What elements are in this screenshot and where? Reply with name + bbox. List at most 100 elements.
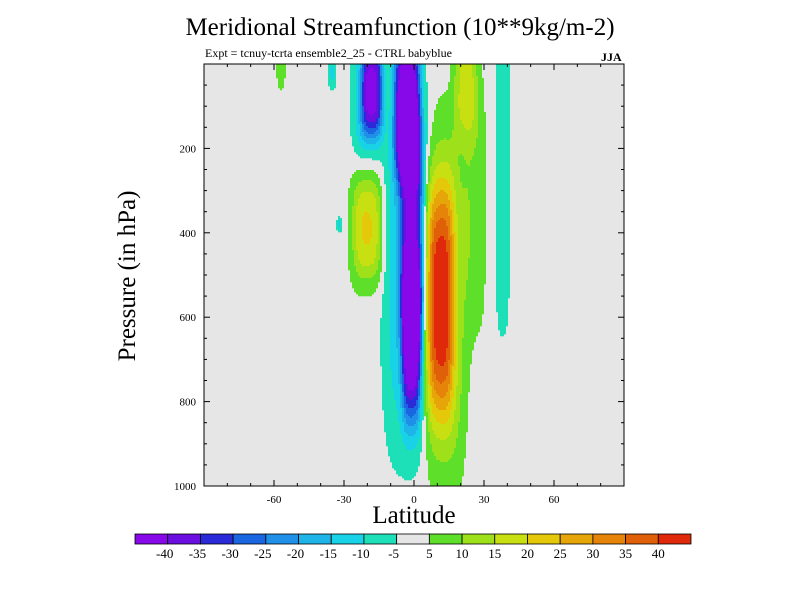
contour-cell [390,190,394,193]
contour-cell [422,262,424,265]
contour-cell [452,382,454,385]
contour-cell [426,226,428,229]
contour-cell [392,172,394,175]
contour-cell [418,384,420,387]
contour-cell [442,94,454,97]
contour-cell [362,146,380,149]
contour-cell [390,360,398,363]
contour-cell [456,286,458,289]
contour-cell [448,252,450,255]
contour-cell [406,420,416,423]
contour-cell [420,420,422,423]
contour-cell [432,222,436,225]
contour-cell [448,418,454,421]
contour-cell [424,204,426,207]
contour-cell [424,94,428,97]
contour-cell [432,300,434,303]
contour-cell [478,134,486,137]
contour-cell [348,222,352,225]
contour-cell [430,256,432,259]
contour-cell [426,394,428,397]
contour-cell [394,184,396,187]
contour-cell [400,208,402,211]
contour-cell [348,198,354,201]
contour-cell [398,334,400,337]
contour-cell [444,238,448,241]
contour-cell [464,302,484,305]
contour-cell [406,228,416,231]
contour-cell [402,296,420,299]
contour-cell [470,212,486,215]
contour-cell [426,286,428,289]
contour-cell [358,204,376,207]
contour-cell [422,346,424,349]
contour-cell [432,252,436,255]
contour-cell [424,374,426,377]
contour-cell [438,102,454,105]
contour-cell [352,138,358,141]
contour-cell [454,262,456,265]
contour-cell [376,94,378,97]
contour-cell [402,388,404,391]
contour-cell [404,330,420,333]
colorbar-label: 10 [456,546,469,561]
contour-cell [448,318,450,321]
contour-cell [438,394,446,397]
contour-cell [406,398,410,401]
contour-cell [386,214,390,217]
contour-cell [496,84,510,87]
contour-cell [418,168,420,171]
contour-cell [396,324,398,327]
contour-cell [466,162,470,165]
contour-cell [404,478,412,481]
contour-cell [362,64,364,67]
contour-cell [452,370,454,373]
contour-cell [372,226,378,229]
contour-cell [396,128,398,131]
contour-cell [472,126,478,129]
contour-cell [398,474,416,477]
contour-cell [430,338,432,341]
contour-cell [392,138,394,141]
contour-cell [416,200,418,203]
contour-cell [438,240,446,243]
contour-cell [382,310,390,313]
contour-cell [354,146,362,149]
contour-cell [496,82,510,85]
contour-cell [430,380,432,383]
contour-cell [448,306,450,309]
contour-cell [450,320,452,323]
contour-cell [458,276,468,279]
contour-cell [496,130,510,133]
contour-cell [432,332,434,335]
contour-cell [438,238,444,241]
contour-cell [452,276,454,279]
contour-cell [392,372,398,375]
contour-cell [378,92,380,95]
contour-cell [420,212,422,215]
contour-cell [440,162,448,165]
contour-cell [450,272,452,275]
contour-cell [366,84,376,87]
contour-cell [380,344,390,347]
contour-cell [452,134,478,137]
contour-cell [390,78,392,81]
contour-cell [430,172,434,175]
contour-cell [448,316,450,319]
contour-cell [384,108,386,111]
contour-cell [382,388,394,391]
contour-cell [452,318,454,321]
contour-cell [386,268,390,271]
contour-cell [458,244,470,247]
contour-cell [426,398,428,401]
contour-cell [434,274,448,277]
contour-cell [478,108,484,111]
contour-cell [398,90,416,93]
contour-cell [478,114,486,117]
contour-cell [376,104,378,107]
contour-cell [386,208,390,211]
contour-cell [428,284,430,287]
contour-cell [430,334,432,337]
contour-cell [460,410,468,413]
colorbar-label: 35 [619,546,632,561]
